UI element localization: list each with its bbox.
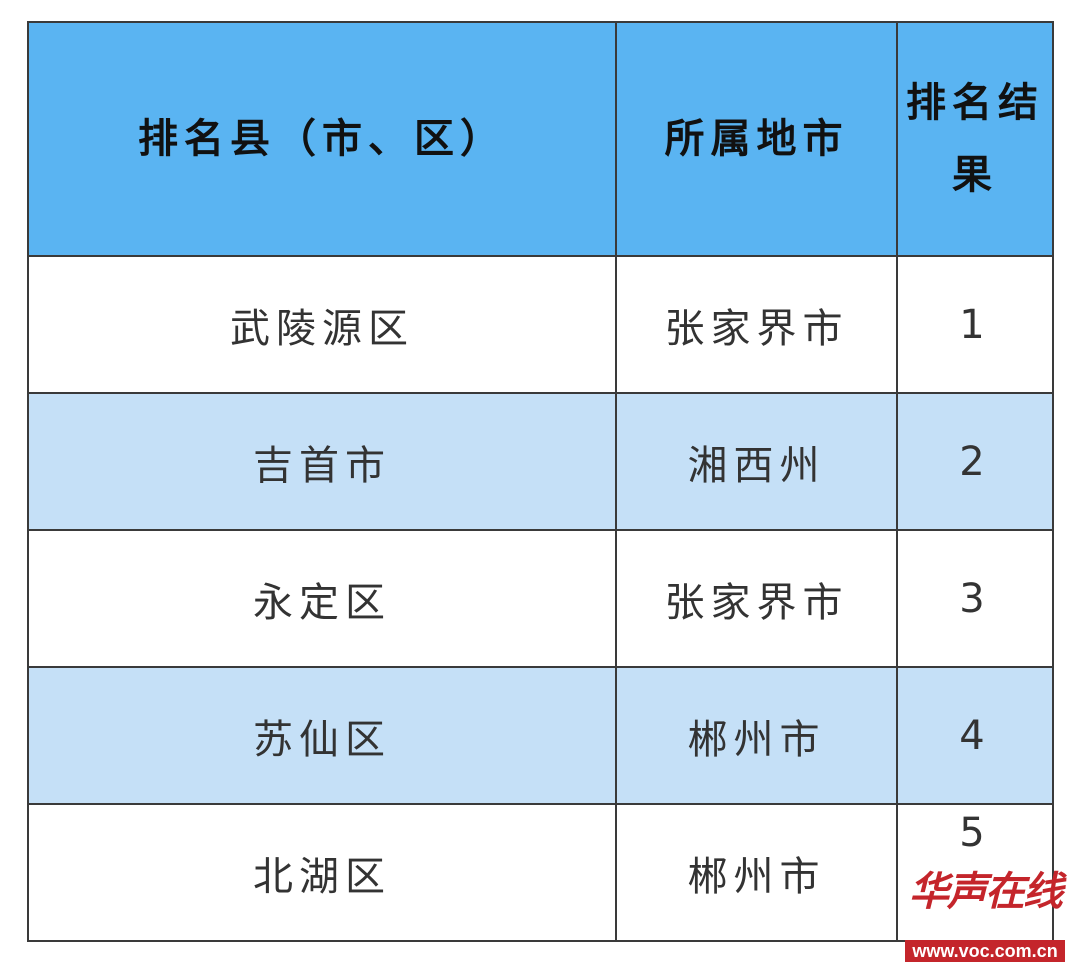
header-city: 所属地市: [615, 21, 898, 257]
table-row: 吉首市 湘西州 2: [27, 392, 1054, 531]
table-row: 武陵源区 张家界市 1: [27, 255, 1054, 394]
cell-county: 武陵源区: [27, 255, 617, 394]
cell-city: 张家界市: [615, 255, 898, 394]
watermark-name: 华声在线: [909, 868, 1063, 915]
cell-rank: 3: [896, 529, 1054, 668]
header-row: 排名县（市、区） 所属地市 排名结果: [27, 21, 1054, 257]
header-county: 排名县（市、区）: [27, 21, 617, 257]
cell-city: 张家界市: [615, 529, 898, 668]
cell-rank: 2: [896, 392, 1054, 531]
table-row: 北湖区 郴州市 5: [27, 803, 1054, 942]
watermark-logo: 华声在线 www.voc.com.cn: [905, 870, 1065, 964]
cell-city: 郴州市: [615, 803, 898, 942]
table-row: 苏仙区 郴州市 4: [27, 666, 1054, 805]
cell-county: 永定区: [27, 529, 617, 668]
cell-county: 北湖区: [27, 803, 617, 942]
table-row: 永定区 张家界市 3: [27, 529, 1054, 668]
cell-rank: 1: [896, 255, 1054, 394]
cell-county: 吉首市: [27, 392, 617, 531]
watermark-url: www.voc.com.cn: [905, 940, 1065, 962]
ranking-table: 排名县（市、区） 所属地市 排名结果 武陵源区 张家界市 1 吉首市 湘西州 2…: [27, 21, 1054, 942]
cell-city: 郴州市: [615, 666, 898, 805]
cell-city: 湘西州: [615, 392, 898, 531]
cell-rank: 5: [896, 803, 1054, 942]
cell-rank: 4: [896, 666, 1054, 805]
cell-county: 苏仙区: [27, 666, 617, 805]
header-rank: 排名结果: [896, 21, 1054, 257]
